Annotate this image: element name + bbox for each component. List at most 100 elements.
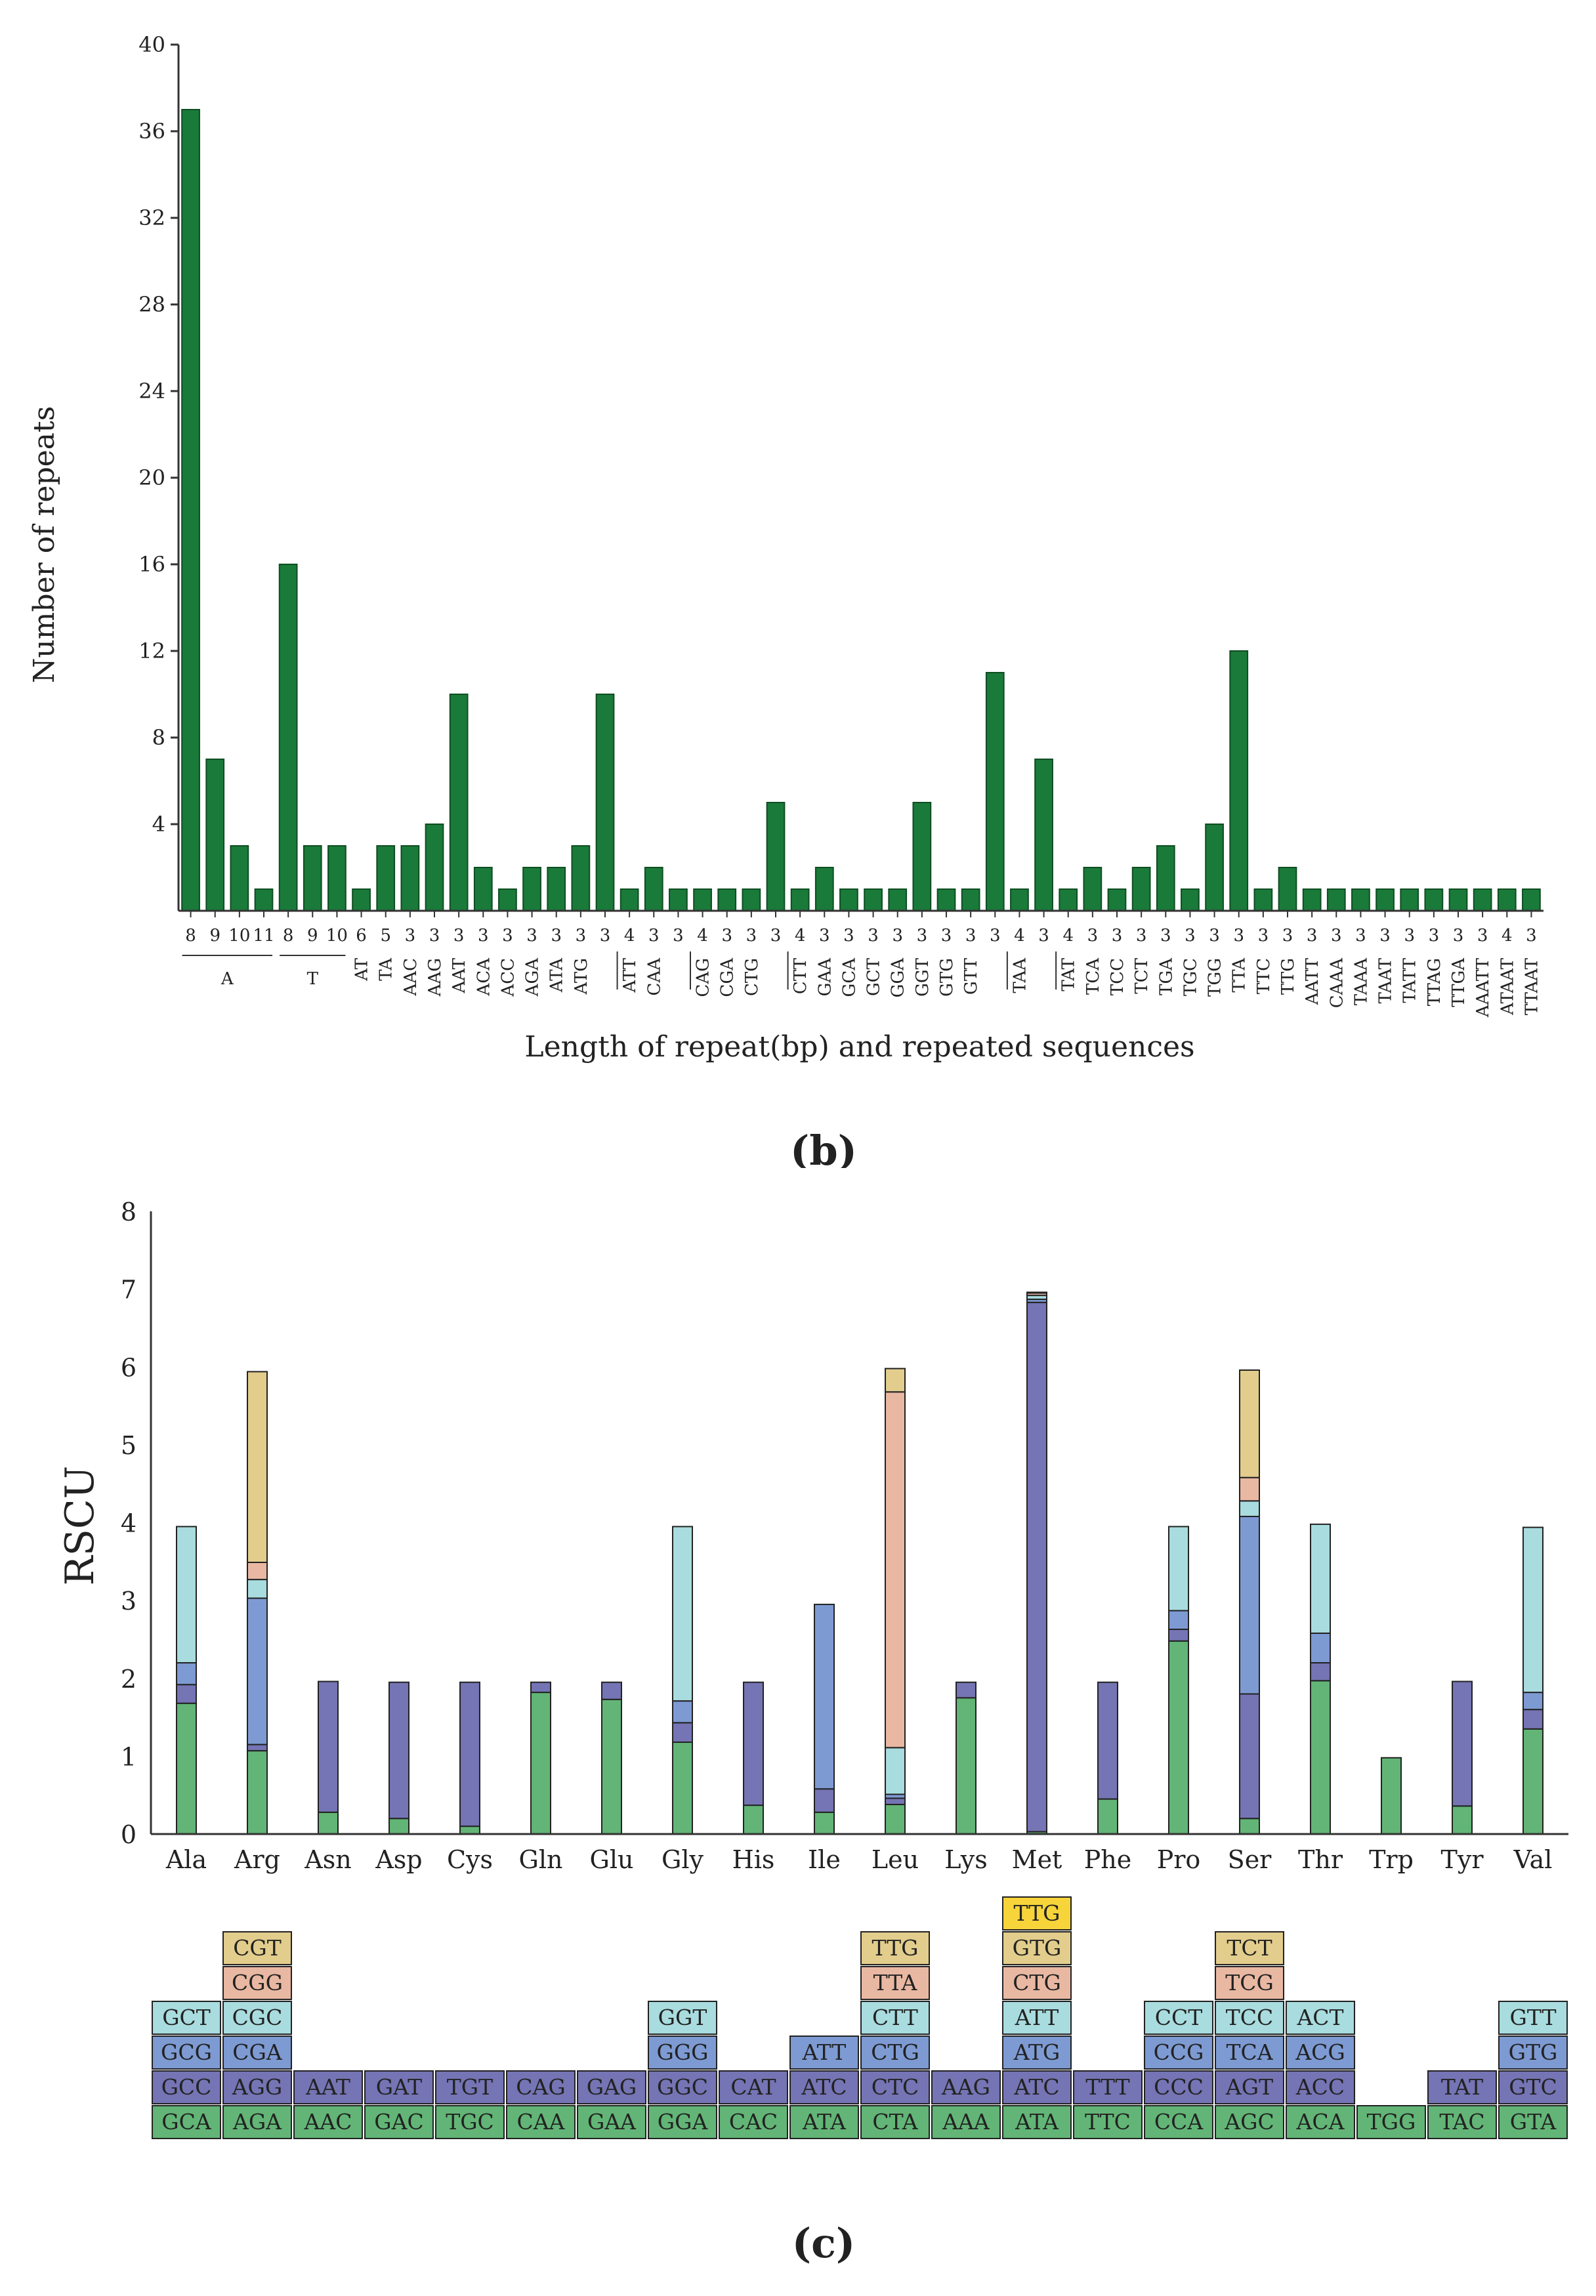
codon-label: GAC	[374, 2109, 423, 2135]
amino-acid-label: Phe	[1084, 1845, 1132, 1874]
rscu-segment	[1310, 1632, 1331, 1664]
codon-label: TCC	[1226, 2005, 1274, 2030]
repeat-length-label: 8	[283, 926, 294, 946]
y-axis-b: 4 8 12 16 20 24 28 32 36 40	[138, 32, 180, 911]
repeat-sequence-label: TCT	[1132, 957, 1152, 993]
rscu-segment	[885, 1797, 906, 1805]
codon-label: CTT	[872, 2005, 918, 2030]
repeat-length-label: 3	[1331, 926, 1342, 946]
codon-label: CAC	[729, 2109, 778, 2135]
amino-acid-label: Gly	[662, 1845, 704, 1874]
codon-cell	[860, 2105, 930, 2139]
repeat-sequence-label: TTA	[1230, 957, 1250, 993]
codon-cell	[222, 1966, 292, 2000]
codon-cell	[789, 2105, 859, 2139]
codon-label: TTG	[872, 1935, 919, 1961]
repeat-sequence-label: TGA	[1156, 957, 1176, 995]
repeat-length-label: 11	[253, 926, 274, 946]
repeat-length-label: 3	[917, 926, 928, 946]
repeat-length-label: 3	[1429, 926, 1440, 946]
rscu-segment	[247, 1371, 268, 1563]
repeat-bar	[449, 694, 469, 911]
codon-label: GGT	[658, 2005, 707, 2030]
repeat-sequence-label: GCT	[864, 957, 884, 996]
codon-cell	[1286, 2105, 1355, 2139]
codon-cell	[860, 1966, 930, 2000]
repeat-length-label: 4	[697, 926, 708, 946]
repeat-bar	[595, 694, 615, 911]
repeat-length-label: 3	[1477, 926, 1488, 946]
repeat-length-label: 3	[526, 926, 537, 946]
repeat-length-label: 3	[405, 926, 416, 946]
codon-label: CAG	[516, 2074, 565, 2100]
codon-label: GTG	[1013, 1935, 1062, 1961]
repeat-bar	[620, 888, 639, 911]
amino-acid-label: Ser	[1228, 1845, 1272, 1874]
codon-label: TGG	[1367, 2109, 1416, 2135]
rscu-segment	[1310, 1662, 1331, 1682]
codon-legend-table: GCA GCC GCG GCT AGA AGG CGA CGC CGG CGT AAC AAT GAC G…	[152, 1896, 1568, 2139]
repeat-sequence-label: AAT	[450, 957, 469, 993]
repeat-length-label: 3	[429, 926, 440, 946]
repeat-sequence-label: TA	[377, 957, 396, 981]
amino-acid-label: Val	[1513, 1845, 1553, 1874]
codon-label: CTC	[872, 2074, 919, 2100]
codon-label: CAT	[730, 2074, 776, 2100]
y-tick-label-c: 0	[121, 1820, 136, 1849]
rscu-segment	[247, 1579, 268, 1599]
repeat-sequence-label: GCA	[839, 957, 859, 997]
amino-acid-label: Cys	[447, 1845, 493, 1874]
codon-label: GCG	[161, 2039, 212, 2065]
codon-cell	[931, 2070, 1001, 2104]
rscu-bars-group	[176, 1291, 1544, 1835]
repeat-sequence-label: GTT	[961, 957, 981, 995]
codon-label: ACG	[1295, 2039, 1345, 2065]
repeat-sequence-label: AT	[352, 957, 372, 981]
y-tick-label-b: 32	[138, 205, 165, 230]
rscu-segment	[1522, 1728, 1544, 1835]
rscu-segment	[1522, 1526, 1544, 1694]
codon-cell	[152, 2070, 221, 2104]
codon-cell	[222, 2035, 292, 2070]
repeat-sequence-label: ATT	[620, 957, 640, 993]
y-tick-label-b: 20	[138, 465, 165, 490]
repeat-length-label: 3	[1526, 926, 1537, 946]
rscu-segment	[176, 1526, 197, 1664]
rscu-segment	[1168, 1629, 1189, 1642]
rscu-segment	[814, 1604, 835, 1790]
codon-cell	[648, 2105, 717, 2139]
repeat-sequence-label: GTG	[937, 958, 957, 997]
codon-label: GTC	[1509, 2074, 1557, 2100]
repeat-length-label: 3	[1136, 926, 1147, 946]
repeat-sequence-label: ACC	[498, 958, 518, 997]
codon-label: ATT	[1015, 2005, 1059, 2030]
codon-label: TTT	[1085, 2074, 1129, 2100]
repeat-sequence-label: TTC	[1254, 958, 1274, 994]
repeat-length-label: 3	[892, 926, 903, 946]
repeat-length-label: 3	[990, 926, 1001, 946]
repeat-bar	[912, 802, 932, 911]
codon-cell	[1073, 2105, 1143, 2139]
y-tick-label-b: 40	[138, 32, 165, 57]
codon-cell	[1215, 2035, 1284, 2070]
repeat-bar	[400, 845, 420, 911]
rscu-segment	[1452, 1680, 1473, 1807]
repeat-bars-group	[181, 109, 1541, 911]
codon-label: GAA	[587, 2109, 637, 2135]
y-tick-label-c: 2	[121, 1665, 136, 1694]
rscu-segment	[814, 1788, 835, 1813]
rscu-segment	[247, 1597, 268, 1745]
codon-cell	[152, 2035, 221, 2070]
rscu-segment	[601, 1681, 622, 1700]
repeat-sequence-label: AAATT	[1473, 957, 1493, 1018]
codon-label: CGA	[232, 2039, 283, 2065]
codon-cell	[222, 2105, 292, 2139]
rscu-segment	[1310, 1680, 1331, 1835]
codon-label: AAG	[941, 2074, 990, 2100]
codon-cell	[789, 2035, 859, 2070]
codon-label: TTG	[1014, 1900, 1060, 1926]
codon-cell	[1002, 2070, 1072, 2104]
amino-acid-label: Arg	[234, 1845, 280, 1874]
codon-cell	[1002, 2001, 1072, 2035]
